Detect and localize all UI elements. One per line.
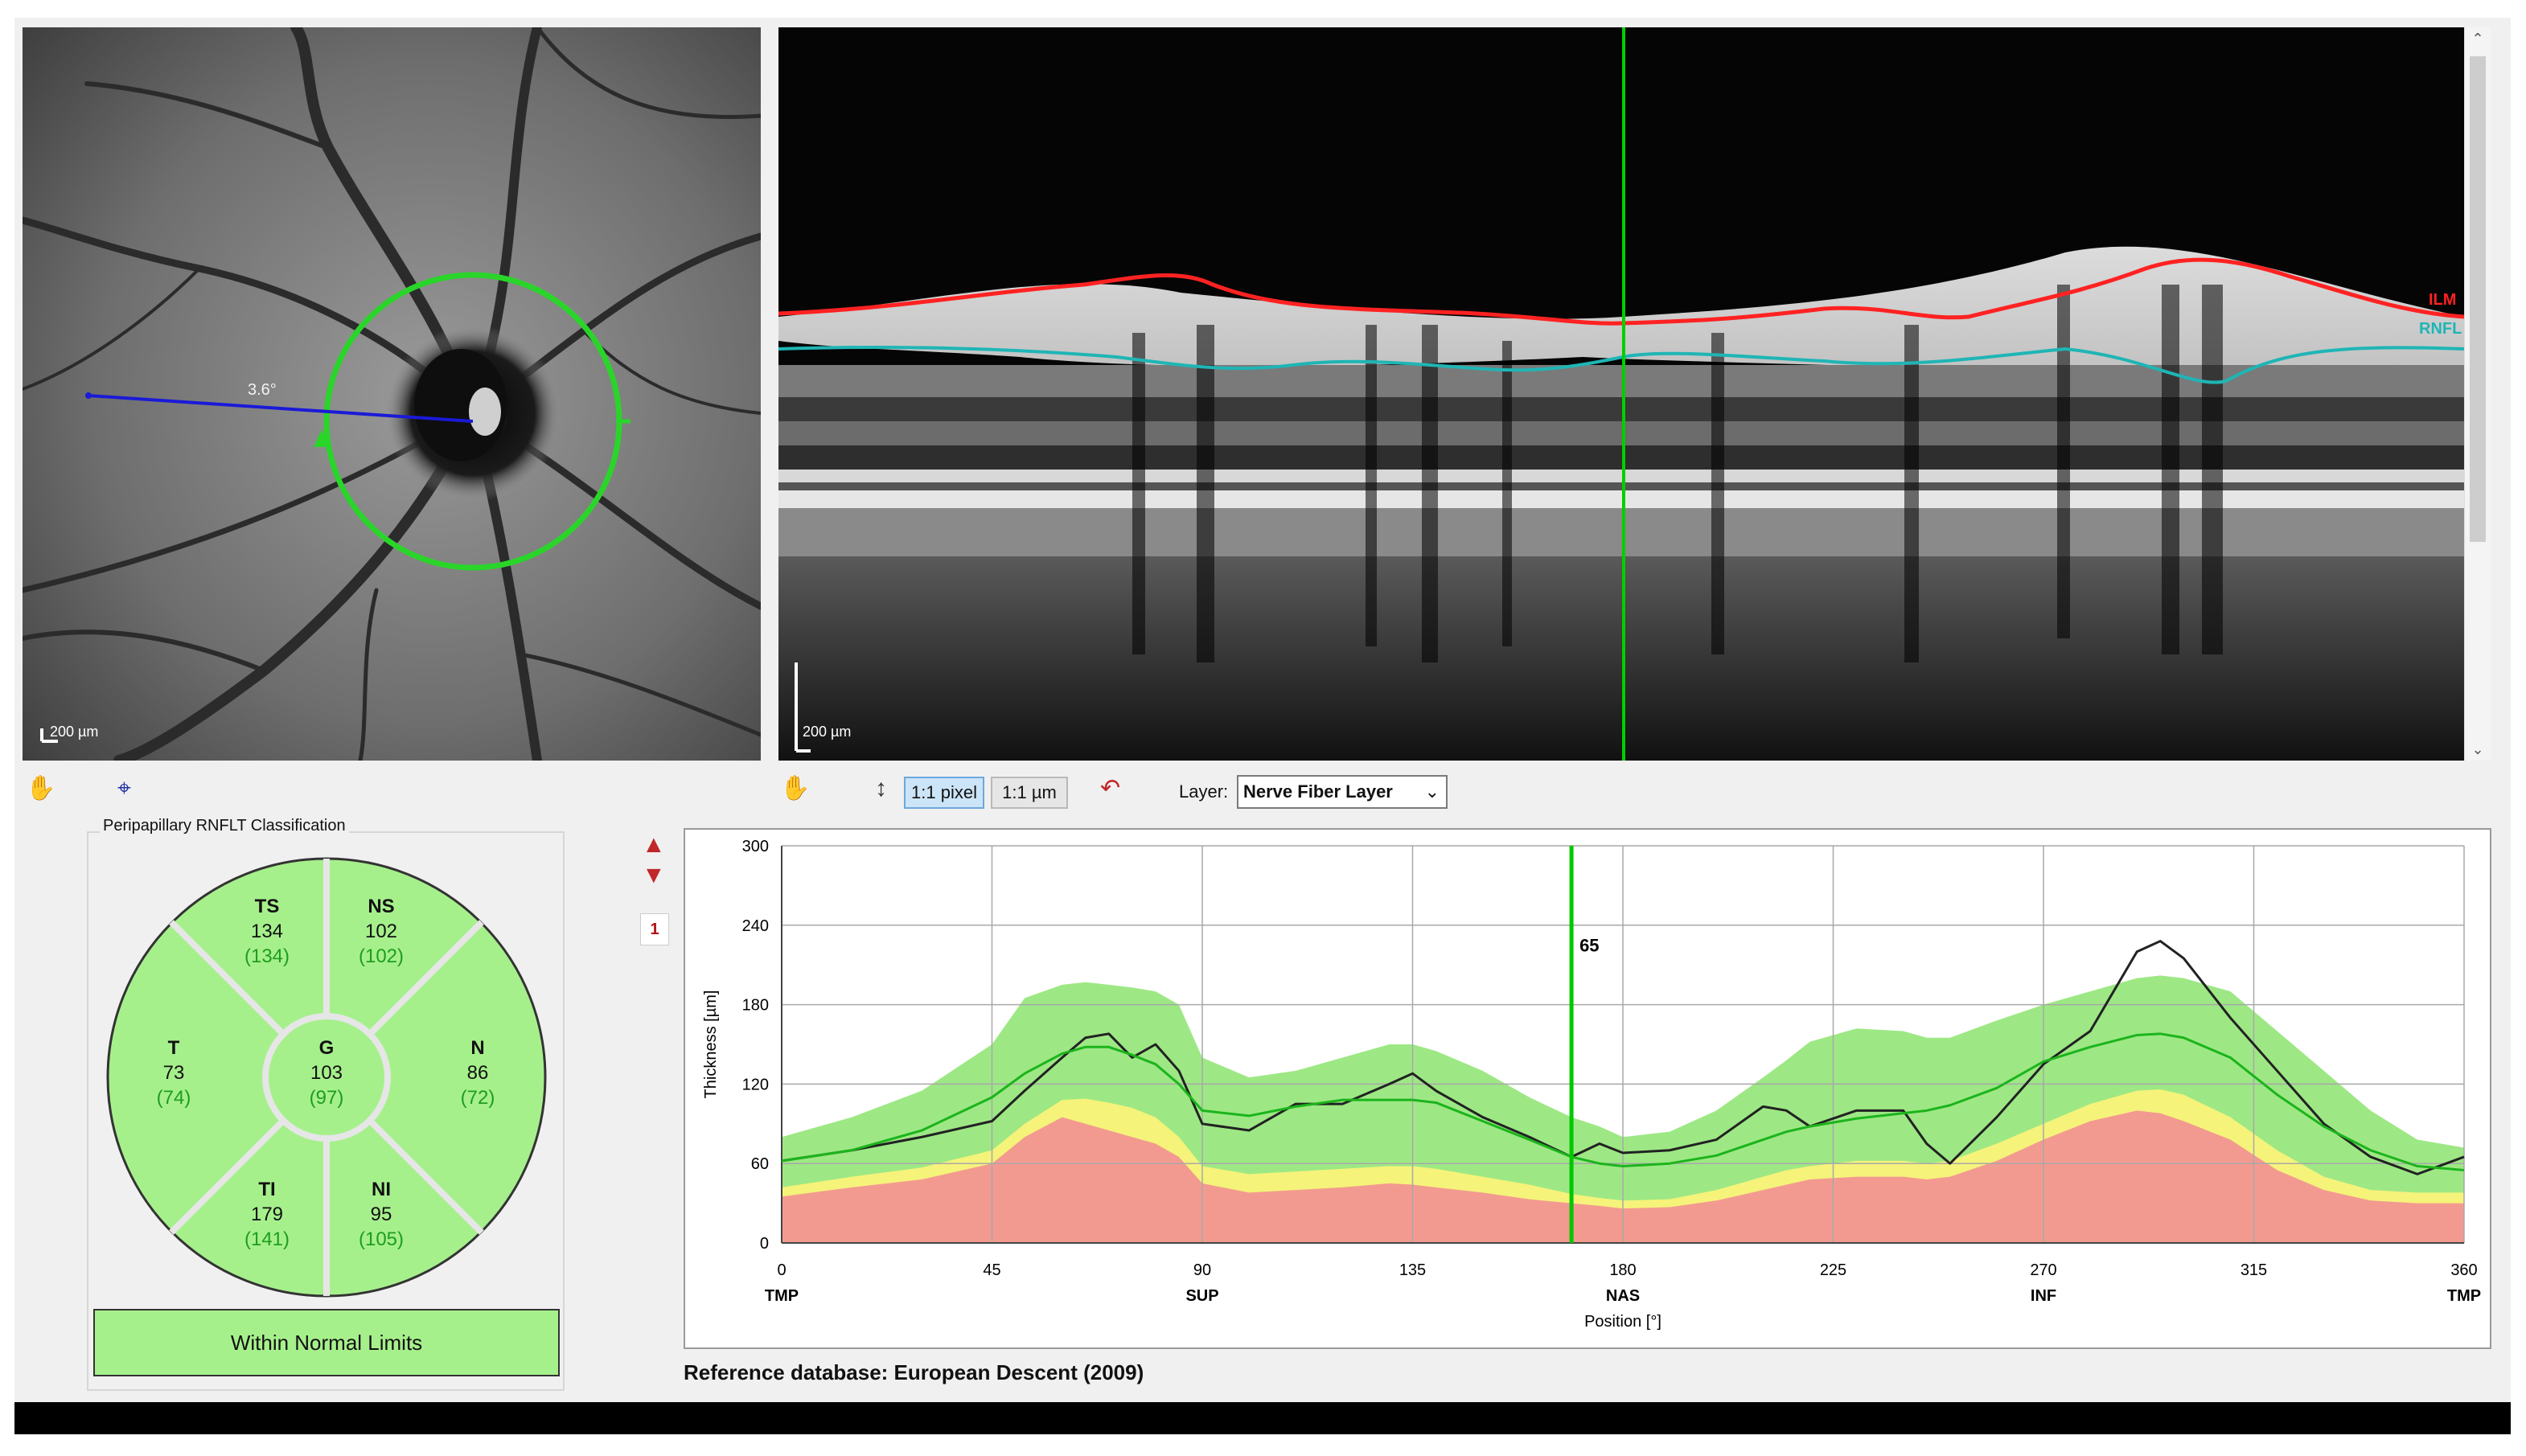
pixel-scale-button[interactable]: 1:1 pixel [904, 777, 984, 809]
y-tick-label: 180 [742, 997, 769, 1015]
sector-axis-label: TMP [2447, 1287, 2481, 1305]
scroll-up-icon[interactable]: ⌃ [2471, 31, 2484, 47]
hand-icon[interactable]: ✋ [26, 775, 56, 802]
scrollbar-thumb[interactable] [2470, 56, 2486, 542]
scroll-down-arrow-icon[interactable]: ▼ [642, 862, 666, 888]
thickness-chart-svg: 0 60 120 180 240 300 0 45 90 135 180 225 270 315 360 TM… [702, 838, 2481, 1331]
x-tick-label: 315 [2241, 1261, 2267, 1279]
x-tick-label: 135 [1399, 1261, 1426, 1279]
sector-axis-label: SUP [1185, 1287, 1218, 1305]
sector-ni: NI 95 (105) [358, 1179, 405, 1250]
page-indicator[interactable]: 1 [640, 913, 669, 945]
y-tick-label: 300 [742, 838, 769, 855]
bscan-scalebar-label: 200 µm [803, 724, 852, 740]
classification-title: Peripapillary RNFLT Classification [100, 817, 349, 835]
rnfl-label: RNFL [2419, 320, 2462, 338]
fundus-angle-label: 3.6° [248, 381, 277, 399]
x-axis-title: Position [°] [1584, 1313, 1661, 1331]
x-tick-label: 0 [777, 1261, 786, 1279]
y-tick-label: 240 [742, 917, 769, 935]
y-axis-title: Thickness [µm] [702, 990, 720, 1099]
x-tick-label: 225 [1820, 1261, 1846, 1279]
sector-axis-label: TMP [765, 1287, 799, 1305]
fundus-scalebar-label: 200 µm [50, 724, 99, 740]
x-tick-label: 360 [2450, 1261, 2477, 1279]
series-line-patient [781, 940, 2465, 1175]
scroll-down-icon[interactable]: ⌄ [2471, 741, 2484, 757]
bottom-bar [14, 1402, 2511, 1434]
sector-g: G 103 (97) [309, 1037, 344, 1109]
classification-status: Within Normal Limits [93, 1309, 560, 1376]
bscan-scrollbar[interactable]: ⌃ ⌄ [2464, 27, 2491, 761]
rnflt-sector-chart [106, 857, 547, 1298]
hand-icon[interactable]: ✋ [780, 775, 811, 802]
thickness-chart[interactable]: 0 60 120 180 240 300 0 45 90 135 180 225 270 315 360 TM… [684, 828, 2491, 1349]
height-icon[interactable]: ↕ [875, 775, 887, 802]
layer-label: Layer: [1179, 781, 1229, 802]
oct-bscan-image[interactable]: ILM RNFL 200 µm [778, 27, 2464, 761]
x-tick-label: 45 [983, 1261, 1000, 1279]
x-tick-label: 270 [2030, 1261, 2056, 1279]
chevron-down-icon: ⌄ [1424, 781, 1440, 802]
sector-ti: TI 179 (141) [244, 1179, 290, 1250]
sector-t: T 73 (74) [156, 1037, 191, 1109]
series-line-mean [781, 1032, 2465, 1171]
reset-icon[interactable]: ↶ [1100, 775, 1121, 802]
micron-scale-button[interactable]: 1:1 µm [991, 777, 1068, 809]
sector-axis-label: NAS [1606, 1287, 1640, 1305]
ilm-label: ILM [2429, 291, 2457, 309]
y-tick-label: 120 [742, 1076, 769, 1093]
sector-ts: TS 134 (134) [244, 896, 290, 967]
sector-axis-label: INF [2031, 1287, 2056, 1305]
sector-ns: NS 102 (102) [358, 896, 405, 967]
cursor-value-label: 65 [1579, 936, 1599, 956]
sector-n: N 86 (72) [460, 1037, 495, 1109]
x-tick-label: 90 [1193, 1261, 1211, 1279]
y-tick-label: 0 [760, 1235, 769, 1253]
scroll-up-arrow-icon[interactable]: ▲ [642, 831, 666, 858]
fundus-image[interactable]: 3.6° 200 µm [23, 27, 761, 761]
x-tick-label: 180 [1609, 1261, 1636, 1279]
layer-select-value: Nerve Fiber Layer [1243, 781, 1393, 802]
cursor-icon[interactable]: ⌖ [117, 775, 131, 802]
y-tick-label: 60 [751, 1155, 769, 1173]
layer-select[interactable]: Nerve Fiber Layer ⌄ [1237, 775, 1448, 809]
reference-database: Reference database: European Descent (20… [684, 1360, 1144, 1384]
